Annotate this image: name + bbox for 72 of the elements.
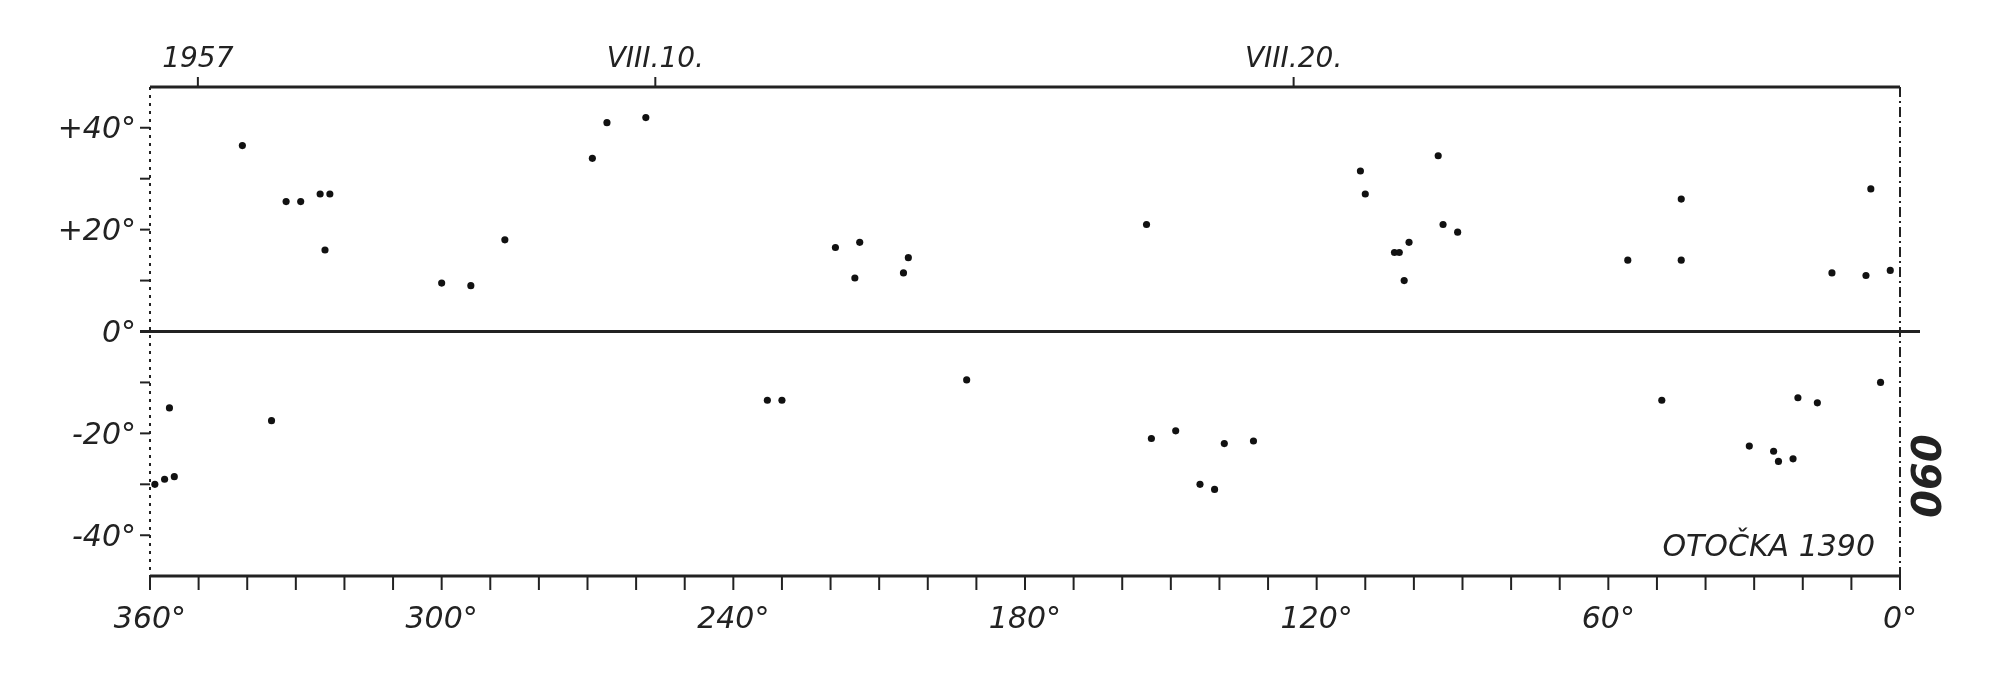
point — [151, 480, 159, 488]
point — [1434, 152, 1442, 160]
point — [501, 236, 509, 244]
point — [1677, 256, 1685, 264]
annotation: OTOČKA 1390 — [1662, 527, 1875, 563]
y-tick-label: -20° — [72, 415, 136, 451]
point — [1439, 220, 1447, 229]
y-tick-label: +40° — [57, 110, 136, 146]
point — [1886, 266, 1894, 274]
point — [438, 279, 446, 287]
y-tick-label: +20° — [57, 212, 136, 248]
point — [1454, 228, 1462, 236]
point — [297, 198, 305, 206]
point — [1211, 485, 1219, 493]
point — [1220, 440, 1228, 448]
y-tick-label: -40° — [72, 517, 136, 553]
x2-tick-label: VIII.10. — [606, 41, 704, 74]
point — [763, 396, 771, 404]
x-tick-label: 240° — [697, 600, 770, 635]
point — [1142, 220, 1151, 229]
point — [170, 473, 178, 481]
x-tick-label: 60° — [1581, 600, 1635, 635]
point — [831, 243, 839, 252]
point — [1745, 442, 1753, 450]
point — [467, 282, 475, 290]
point — [1147, 434, 1155, 443]
point — [1395, 248, 1403, 257]
point — [1789, 455, 1797, 463]
point — [963, 376, 971, 384]
point — [1658, 396, 1666, 404]
point — [1356, 167, 1364, 175]
point — [316, 190, 324, 198]
x-tick-label: 120° — [1280, 600, 1353, 635]
x-tick-label: 180° — [988, 600, 1062, 635]
point — [1862, 271, 1870, 280]
point — [851, 274, 859, 282]
point — [904, 254, 912, 262]
point — [1677, 195, 1685, 203]
point — [165, 404, 174, 412]
point — [1196, 480, 1204, 488]
point — [1624, 256, 1632, 264]
x2-tick-label: 1957 — [162, 41, 234, 74]
point — [1828, 269, 1836, 277]
point — [1770, 447, 1778, 455]
point — [267, 417, 276, 425]
x-tick-label: 0° — [1882, 600, 1918, 635]
point — [1774, 457, 1783, 465]
point — [899, 269, 908, 277]
point — [1400, 277, 1408, 285]
point — [238, 142, 246, 150]
point — [642, 114, 650, 122]
x-tick-label: 360° — [113, 600, 187, 635]
point — [856, 238, 864, 246]
point — [1361, 190, 1369, 198]
point — [1867, 185, 1875, 193]
point — [778, 396, 786, 404]
point — [1813, 399, 1821, 407]
point — [1249, 437, 1258, 445]
text: 090 — [1902, 434, 1948, 518]
point — [1172, 427, 1180, 435]
point — [1794, 394, 1802, 402]
point — [161, 475, 169, 483]
point — [1405, 238, 1413, 246]
point — [326, 190, 334, 198]
point — [1876, 378, 1885, 386]
point — [321, 246, 329, 254]
point — [588, 154, 596, 162]
point — [282, 198, 290, 206]
x-tick-label: 300° — [405, 600, 478, 635]
x2-tick-label: VIII.20. — [1244, 41, 1343, 74]
y-tick-label: 0° — [101, 314, 136, 349]
point — [603, 119, 611, 127]
